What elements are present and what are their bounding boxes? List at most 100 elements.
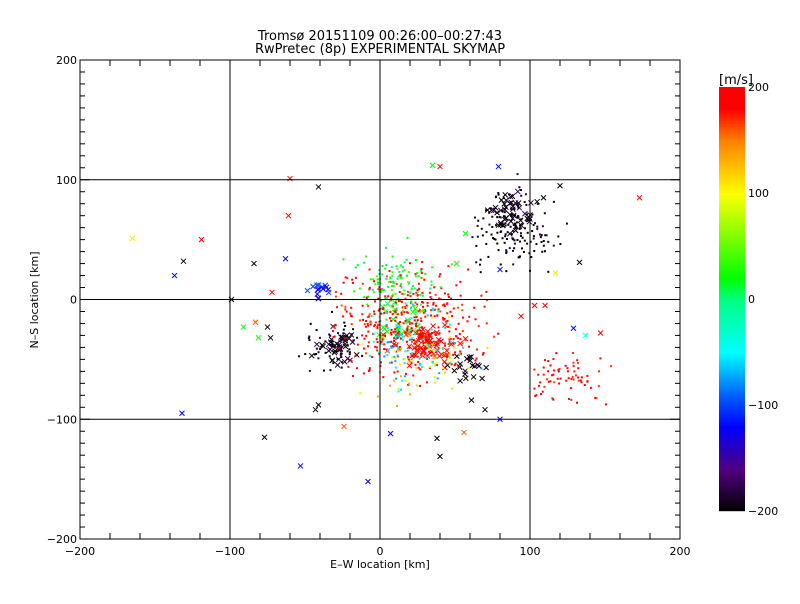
dot-point	[457, 366, 460, 369]
dot-point	[389, 345, 392, 348]
colorbar-segment	[719, 297, 745, 300]
dot-point	[397, 332, 400, 335]
dot-point	[570, 377, 573, 380]
dot-point	[446, 354, 449, 357]
cross-stroke	[540, 194, 547, 201]
dot-point	[475, 244, 478, 247]
dot-point	[367, 341, 370, 344]
dot-point	[393, 350, 396, 353]
dot-point	[442, 346, 445, 349]
dot-point	[351, 374, 354, 377]
dot-point	[434, 381, 437, 384]
dot-point	[453, 342, 456, 345]
dot-point	[572, 361, 575, 364]
colorbar-segment	[719, 359, 745, 362]
dot-point	[417, 310, 420, 313]
cross-stroke	[251, 260, 257, 267]
cross-stroke	[508, 218, 514, 225]
cross-stroke	[315, 184, 322, 190]
dot-point	[420, 353, 423, 356]
dot-point	[540, 234, 543, 237]
dot-point	[523, 201, 526, 204]
colorbar-segment	[719, 377, 745, 380]
dot-point	[400, 286, 403, 289]
cross-stroke	[438, 351, 445, 358]
dot-point	[468, 345, 471, 348]
dot-point	[528, 252, 531, 255]
cross-point	[429, 162, 436, 169]
colorbar-segment	[719, 479, 745, 482]
dot-point	[424, 309, 427, 312]
colorbar-tick-label: −200	[748, 505, 778, 518]
cross-point	[418, 344, 424, 351]
colorbar-segment	[719, 459, 745, 462]
dot-point	[413, 319, 416, 322]
dot-point	[521, 223, 524, 226]
cross-stroke	[334, 362, 341, 368]
cross-point	[252, 319, 259, 326]
cross-point	[430, 323, 436, 329]
dot-point	[380, 289, 383, 292]
dot-point	[519, 227, 522, 230]
dot-point	[397, 300, 400, 303]
dot-point	[519, 232, 522, 235]
cross-stroke	[492, 204, 499, 211]
colorbar-segment	[719, 403, 745, 406]
dot-point	[340, 361, 343, 364]
cross-point	[314, 291, 321, 297]
dot-point	[333, 335, 336, 338]
cross-point	[327, 346, 333, 353]
cross-point	[320, 286, 326, 292]
dot-point	[371, 289, 374, 292]
dot-point	[420, 317, 423, 320]
cross-point	[462, 368, 469, 374]
dot-point	[377, 309, 380, 312]
dot-point	[512, 249, 515, 252]
dot-point	[385, 277, 388, 280]
dot-point	[414, 311, 417, 314]
dot-point	[408, 346, 411, 349]
dot-point	[381, 338, 384, 341]
dot-point	[576, 401, 579, 404]
cross-stroke	[320, 286, 326, 292]
cross-point	[512, 227, 519, 234]
dot-point	[518, 256, 521, 259]
colorbar-segment	[719, 421, 745, 424]
dot-point	[559, 243, 562, 246]
dot-point	[443, 371, 446, 374]
cross-stroke	[387, 430, 394, 437]
dot-point	[366, 322, 369, 325]
dot-point	[428, 365, 431, 368]
dot-point	[547, 360, 550, 363]
dot-point	[298, 355, 301, 358]
dot-point	[367, 295, 370, 298]
dot-point	[520, 194, 523, 197]
cross-point	[461, 429, 467, 436]
dot-point	[434, 293, 437, 296]
dot-point	[443, 304, 446, 307]
dot-point	[414, 273, 417, 276]
cross-point	[509, 193, 516, 200]
dot-point	[505, 250, 508, 253]
dot-point	[414, 328, 417, 331]
dot-point	[446, 348, 449, 351]
dot-point	[400, 333, 403, 336]
dot-point	[552, 398, 555, 401]
colorbar-segment	[719, 471, 745, 474]
dot-point	[402, 336, 405, 339]
dot-point	[374, 345, 377, 348]
dot-point	[398, 345, 401, 348]
colorbar-segment	[719, 113, 745, 116]
cross-point	[507, 211, 513, 218]
dot-point	[350, 306, 353, 309]
dot-point	[533, 250, 536, 253]
cross-stroke	[342, 341, 349, 347]
colorbar-segment	[719, 335, 745, 338]
dot-point	[552, 244, 555, 247]
dot-point	[383, 348, 386, 351]
dot-point	[452, 342, 455, 345]
colorbar-segment	[719, 139, 745, 142]
dot-point	[386, 350, 389, 353]
dot-point	[392, 307, 395, 310]
